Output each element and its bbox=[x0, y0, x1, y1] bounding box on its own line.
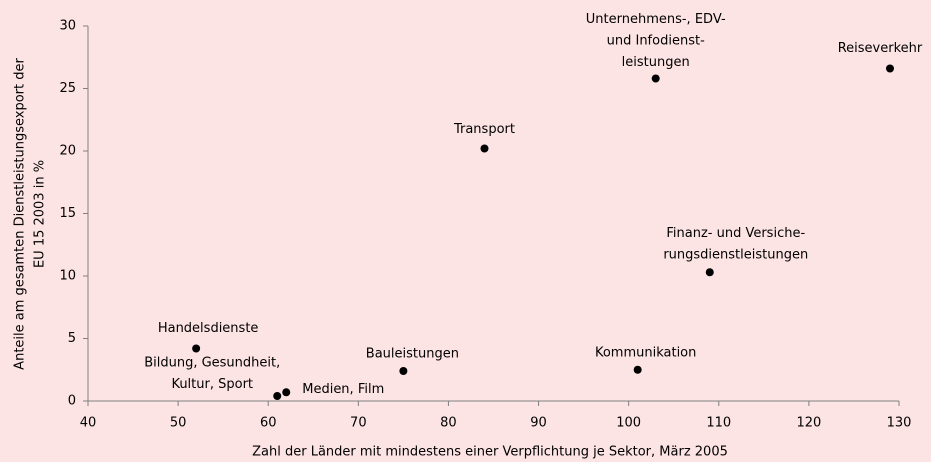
point-label: Reiseverkehr bbox=[838, 41, 923, 56]
point-label: Bildung, Gesundheit, bbox=[144, 356, 280, 371]
y-tick-label: 15 bbox=[59, 206, 76, 221]
point bbox=[192, 344, 201, 353]
y-axis-label-line: Anteile am gesamten Dienstleistungsexpor… bbox=[13, 58, 28, 370]
y-axis-label: Anteile am gesamten Dienstleistungsexpor… bbox=[13, 58, 48, 370]
x-tick-label: 70 bbox=[350, 416, 367, 431]
point bbox=[885, 64, 894, 73]
x-axis-label: Zahl der Länder mit mindestens einer Ver… bbox=[252, 445, 728, 460]
point bbox=[705, 268, 714, 277]
point bbox=[399, 367, 408, 375]
point bbox=[480, 144, 489, 153]
point bbox=[651, 74, 660, 83]
x-tick-label: 60 bbox=[260, 416, 277, 431]
point-label: Finanz- und Versiche- bbox=[666, 226, 805, 241]
point-label: Kommunikation bbox=[595, 345, 696, 360]
x-tick-label: 110 bbox=[706, 416, 731, 431]
point bbox=[633, 365, 642, 374]
point-label: Unternehmens-, EDV- bbox=[586, 12, 726, 27]
y-tick-label: 10 bbox=[59, 269, 76, 284]
y-axis-label-line: EU 15 2003 in % bbox=[33, 160, 48, 268]
point bbox=[273, 392, 282, 400]
point-label: Handelsdienste bbox=[158, 321, 259, 336]
point-label: Transport bbox=[453, 122, 515, 137]
x-tick-label: 50 bbox=[170, 416, 187, 431]
point-label: leistungen bbox=[622, 55, 690, 70]
point-label: Medien, Film bbox=[302, 382, 384, 397]
x-tick-label: 80 bbox=[440, 416, 457, 431]
y-tick-label: 20 bbox=[59, 144, 76, 159]
point-label: und Infodienst- bbox=[607, 34, 705, 49]
y-tick-label: 25 bbox=[59, 81, 76, 96]
x-tick-label: 100 bbox=[616, 416, 641, 431]
y-tick-label: 30 bbox=[59, 19, 76, 34]
x-tick-label: 120 bbox=[796, 416, 821, 431]
point bbox=[282, 388, 291, 397]
x-tick-label: 130 bbox=[887, 416, 912, 431]
y-tick-label: 0 bbox=[68, 394, 76, 409]
point-label: Bauleistungen bbox=[366, 347, 459, 362]
y-tick-label: 5 bbox=[68, 331, 76, 346]
x-tick-label: 40 bbox=[80, 416, 97, 431]
point-label: rungsdienstleistungen bbox=[663, 247, 808, 262]
x-tick-label: 90 bbox=[530, 416, 547, 431]
point-label: Kultur, Sport bbox=[171, 377, 253, 392]
